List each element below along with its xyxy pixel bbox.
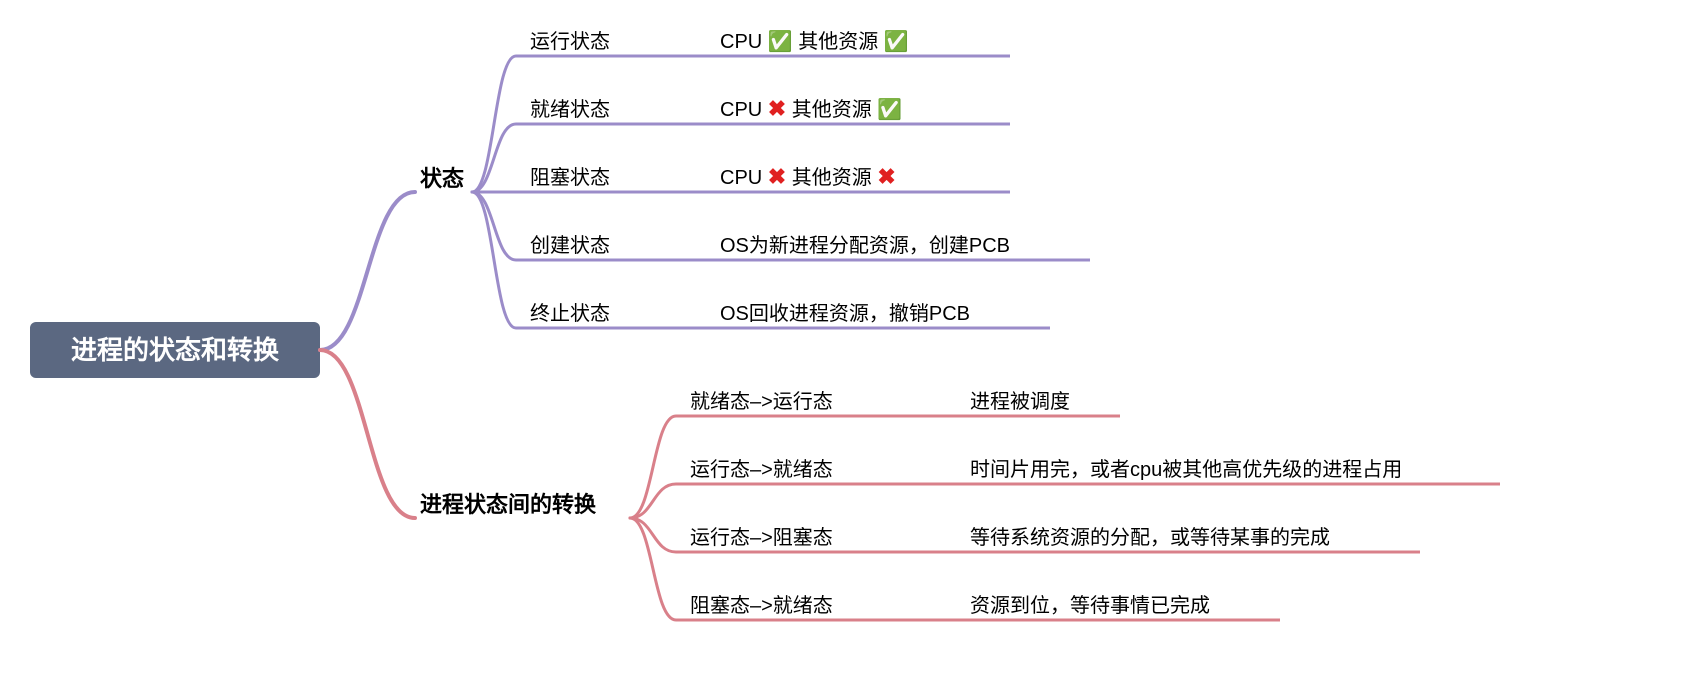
- leaf-description: 时间片用完，或者cpu被其他高优先级的进程占用: [970, 458, 1402, 481]
- desc-text: CPU: [720, 31, 768, 53]
- desc-text: 其他资源: [786, 98, 877, 121]
- desc-text: CPU: [720, 167, 768, 189]
- leaf-label: 运行态–>阻塞态: [690, 526, 833, 549]
- leaf-description: 等待系统资源的分配，或等待某事的完成: [970, 526, 1330, 549]
- leaf-description: CPU ✖ 其他资源 ✖: [720, 164, 896, 189]
- desc-text: CPU: [720, 99, 768, 121]
- desc-text: 进程被调度: [970, 390, 1070, 413]
- branch-label: 状态: [420, 166, 464, 191]
- leaf-label: 阻塞状态: [530, 166, 610, 189]
- desc-text: OS回收进程资源，撤销PCB: [720, 302, 970, 325]
- mindmap-canvas: 进程的状态和转换 状态 运行状态 CPU ✅ 其他资源 ✅ 就绪状态 CPU ✖ 其他资源…: [0, 0, 1706, 692]
- leaf-description: OS回收进程资源，撤销PCB: [720, 302, 970, 325]
- connector-edge: [472, 56, 516, 192]
- cross-icon: ✖: [768, 164, 786, 189]
- leaf-label: 运行状态: [530, 30, 610, 53]
- leaf-label: 就绪状态: [530, 98, 610, 121]
- desc-text: 时间片用完，或者cpu被其他高优先级的进程占用: [970, 458, 1402, 481]
- check-icon: ✅: [884, 29, 909, 53]
- leaf-description: 进程被调度: [970, 390, 1070, 413]
- connector-edge: [320, 192, 415, 350]
- connector-edge: [472, 124, 516, 192]
- leaf-label: 就绪态–>运行态: [690, 390, 833, 413]
- check-icon: ✅: [877, 97, 902, 121]
- leaf-description: CPU ✅ 其他资源 ✅: [720, 29, 909, 53]
- desc-text: OS为新进程分配资源，创建PCB: [720, 234, 1010, 257]
- desc-text: 等待系统资源的分配，或等待某事的完成: [970, 526, 1330, 549]
- leaf-description: OS为新进程分配资源，创建PCB: [720, 234, 1010, 257]
- branch-label: 进程状态间的转换: [420, 492, 597, 517]
- leaf-label: 创建状态: [530, 234, 610, 257]
- leaf-label: 运行态–>就绪态: [690, 458, 833, 481]
- desc-text: 资源到位，等待事情已完成: [970, 594, 1210, 617]
- connector-edge: [472, 192, 516, 328]
- desc-text: 其他资源: [786, 166, 877, 189]
- desc-text: 其他资源: [793, 30, 884, 53]
- connector-edge: [472, 192, 516, 260]
- cross-icon: ✖: [768, 96, 786, 121]
- check-icon: ✅: [768, 29, 793, 53]
- leaf-label: 阻塞态–>就绪态: [690, 594, 833, 617]
- leaf-label: 终止状态: [530, 302, 610, 325]
- connector-edge: [320, 350, 415, 518]
- cross-icon: ✖: [877, 164, 895, 189]
- root-label: 进程的状态和转换: [71, 335, 280, 365]
- leaf-description: 资源到位，等待事情已完成: [970, 594, 1210, 617]
- leaf-description: CPU ✖ 其他资源 ✅: [720, 96, 902, 121]
